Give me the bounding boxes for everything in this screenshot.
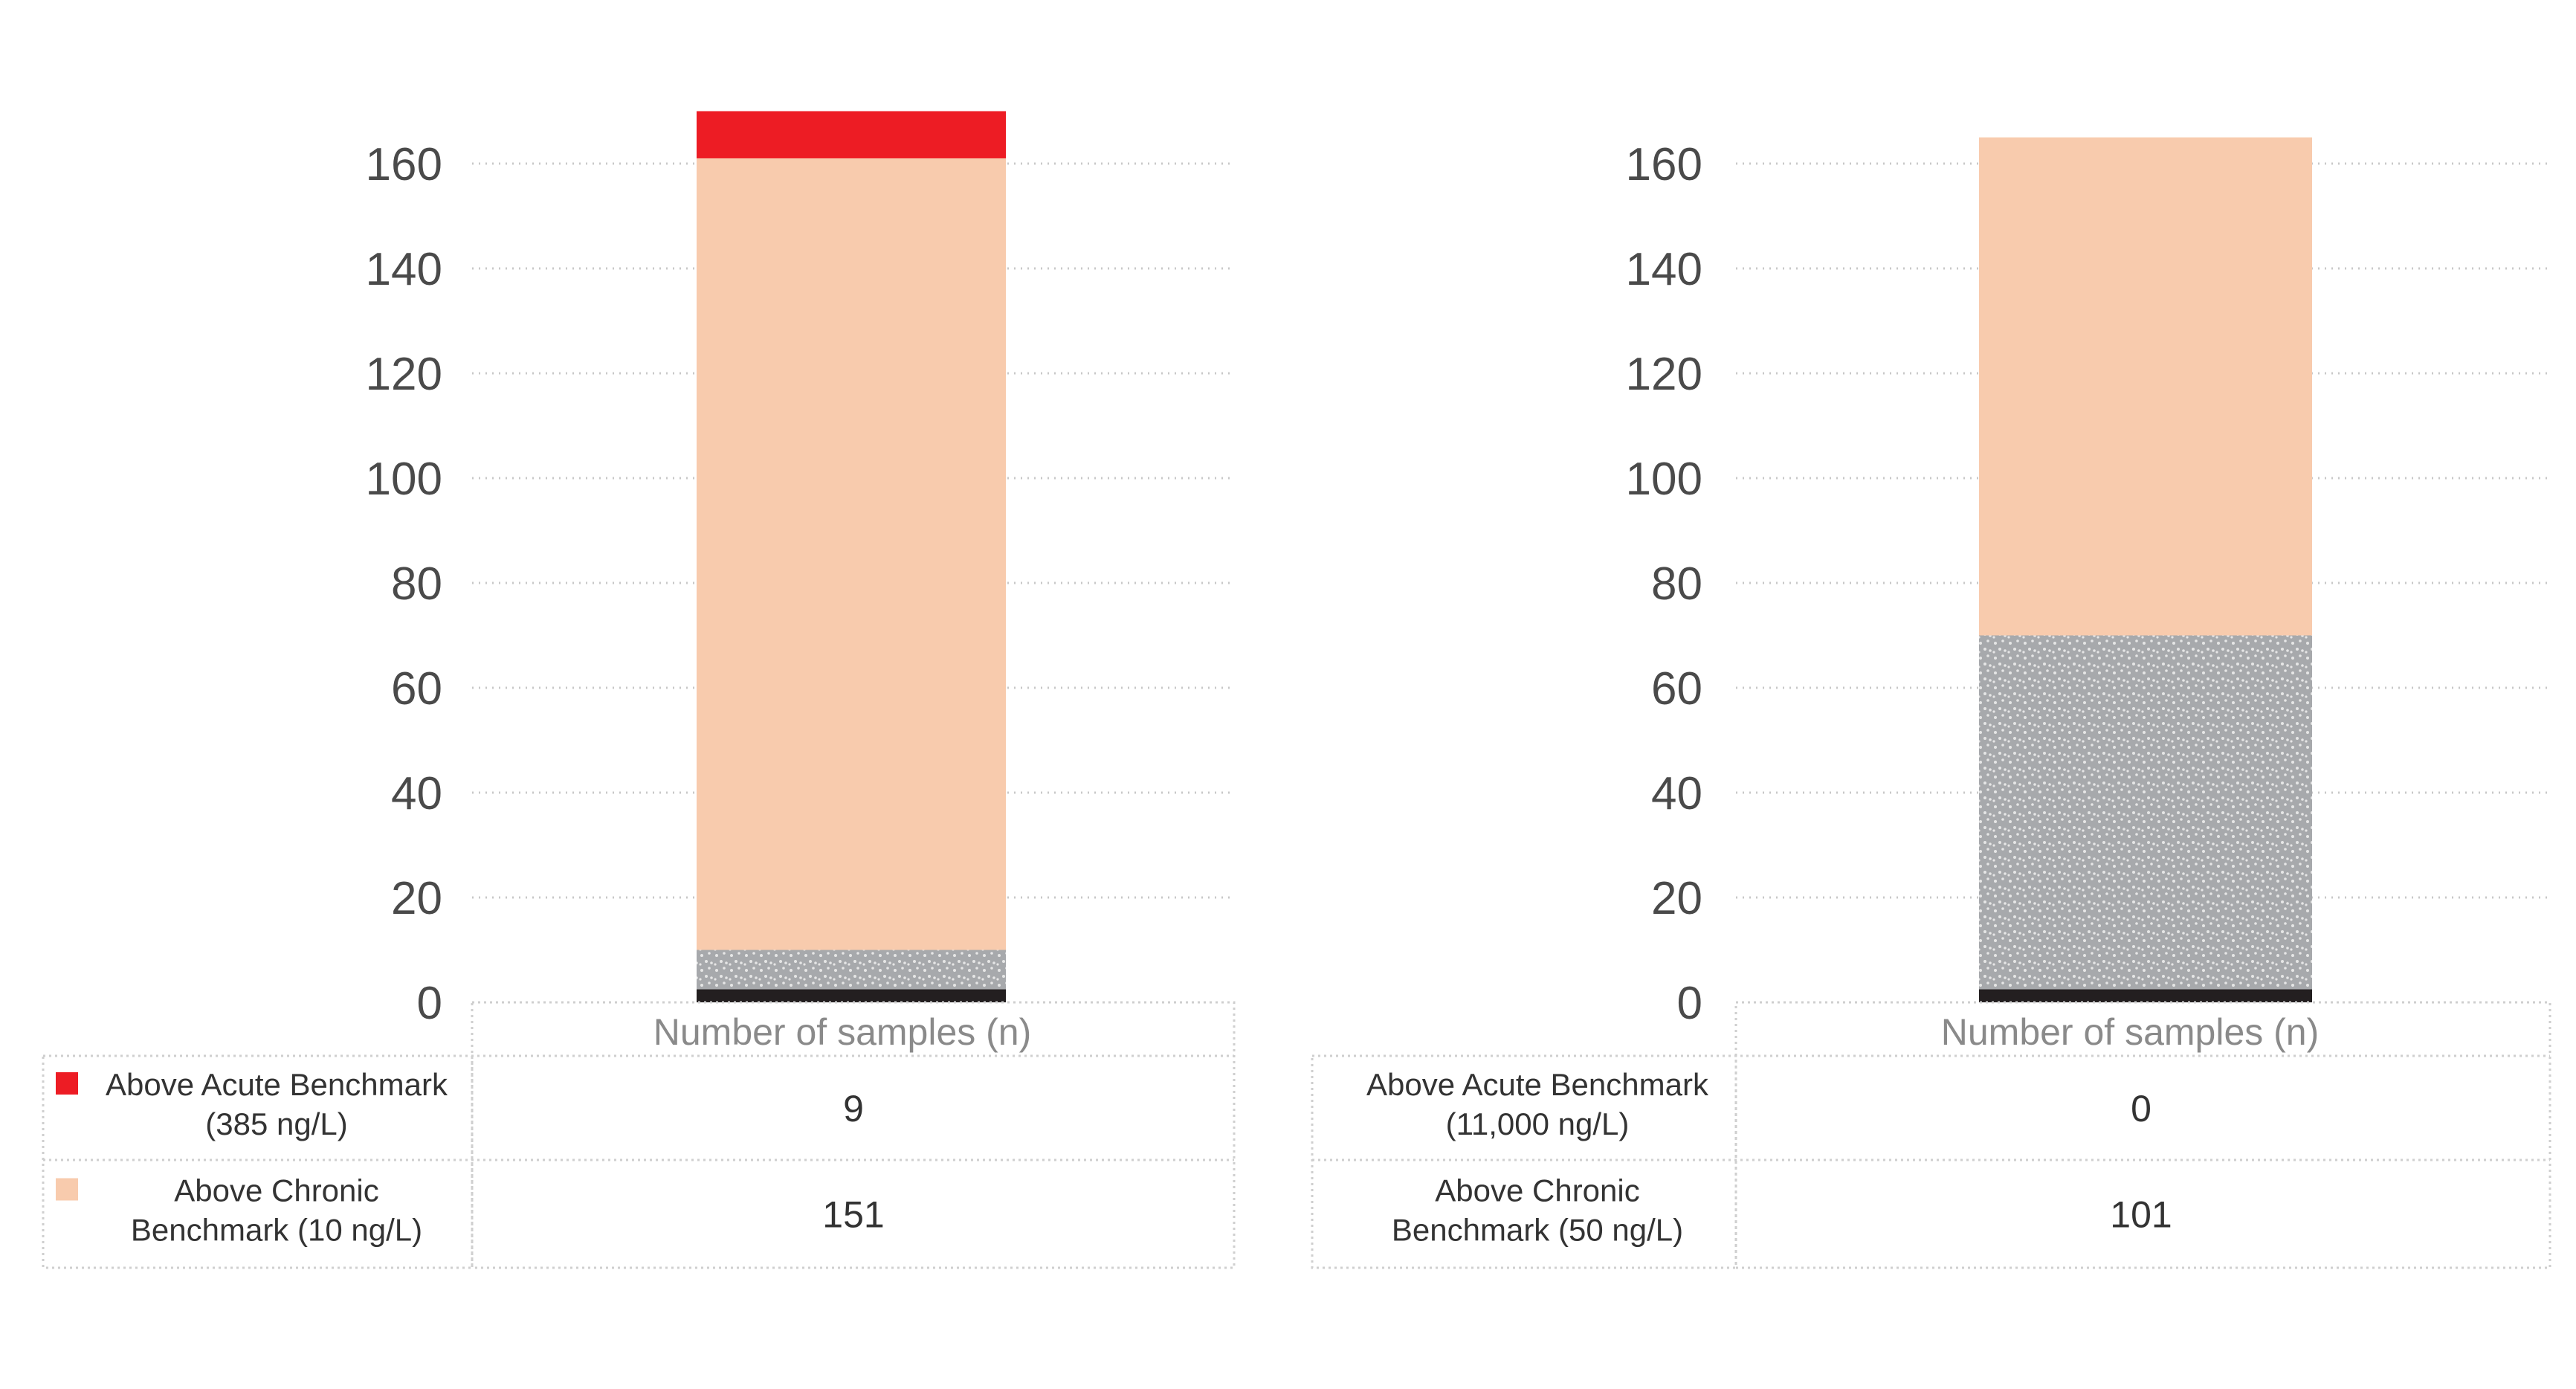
bar-segment-base [697,989,1006,1002]
y-tick-label: 80 [391,558,442,610]
table-border [1734,1001,2551,1269]
table-label-border [1311,1054,1737,1269]
legend-swatch [56,1072,78,1095]
y-tick-label: 120 [366,349,442,400]
table-row-label: (385 ng/L) [205,1106,347,1141]
y-tick-label: 120 [1626,349,1702,400]
table-row-label: Above Chronic [1435,1173,1639,1208]
y-tick-label: 40 [1651,768,1702,819]
bar-segment-chronic [697,158,1006,950]
table-row-label: (11,000 ng/L) [1446,1106,1630,1141]
x-axis-label: Number of samples (n) [653,1011,1032,1053]
y-tick-label: 160 [366,139,442,190]
table-row-label: Benchmark (10 ng/L) [131,1213,422,1248]
bar-segment-acute [697,111,1006,158]
table-row-value: 9 [843,1088,864,1129]
y-tick-label: 20 [1651,873,1702,924]
table-row-value: 101 [2110,1194,2172,1236]
bar-segment-base [1979,989,2312,1002]
y-tick-label: 0 [1677,978,1702,1029]
bar-segment-chronic [1979,137,2312,636]
bar-segment-grey [697,950,1006,990]
y-tick-label: 20 [391,873,442,924]
y-tick-label: 140 [366,244,442,295]
y-tick-label: 80 [1651,558,1702,610]
y-tick-label: 100 [1626,454,1702,505]
bar-segment-grey [1979,635,2312,990]
y-tick-label: 160 [1626,139,1702,190]
legend-swatch [56,1178,78,1201]
table-border [471,1001,1236,1269]
chart-panel-1: 0 20 40 60 80 100 120 140 160 Number of samples (… [42,111,1236,1269]
table-row-value: 0 [2131,1088,2151,1129]
table-row-label: Benchmark (50 ng/L) [1392,1213,1683,1248]
table-row-label: Above Acute Benchmark [106,1067,448,1102]
y-tick-label: 100 [366,454,442,505]
chart-panel-2: 0 20 40 60 80 100 120 140 160 Number of samples (… [1311,137,2551,1269]
y-tick-label: 0 [417,978,442,1029]
y-tick-label: 40 [391,768,442,819]
table-row-label: Above Chronic [174,1173,378,1208]
y-tick-label: 60 [1651,663,1702,715]
table-row-label: Above Acute Benchmark [1366,1067,1709,1102]
x-axis-label: Number of samples (n) [1941,1011,2320,1053]
y-tick-label: 140 [1626,244,1702,295]
table-row-value: 151 [822,1194,884,1236]
y-tick-label: 60 [391,663,442,715]
